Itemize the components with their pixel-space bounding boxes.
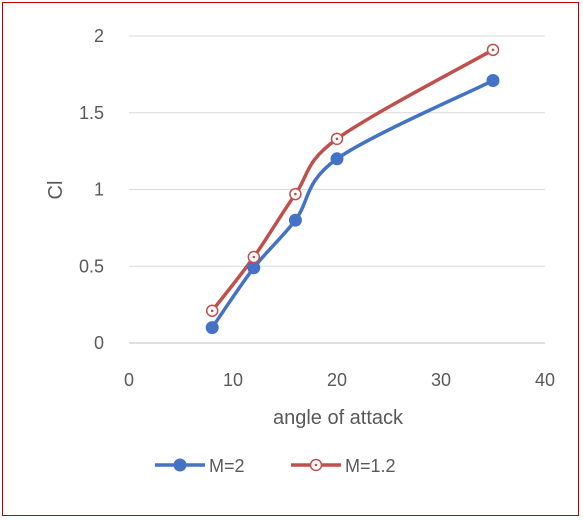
y-tick-label: 1 [94, 180, 104, 200]
series-group [205, 43, 500, 335]
x-tick-label: 0 [124, 370, 134, 390]
legend: M=2 M=1.2 [155, 456, 396, 476]
y-tick-label: 0.5 [79, 256, 104, 276]
x-tick-label: 20 [327, 370, 347, 390]
data-point-series-1 [288, 213, 302, 227]
x-tick-label: 30 [431, 370, 451, 390]
data-point-series-1 [247, 261, 261, 275]
y-tick-label: 0 [94, 333, 104, 353]
x-tick-labels: 0 10 20 30 40 [124, 370, 555, 390]
chart-frame [2, 2, 579, 516]
data-point-series-2 [247, 250, 261, 264]
legend-marker [173, 458, 187, 472]
data-point-series-1 [330, 152, 344, 166]
x-tick-label: 40 [535, 370, 555, 390]
data-point-series-1 [486, 74, 500, 88]
y-tick-label: 1.5 [79, 103, 104, 123]
data-point-series-2 [289, 187, 302, 201]
data-point-series-2 [205, 304, 219, 318]
data-point-series-2 [486, 43, 500, 57]
series-line-2 [210, 48, 495, 313]
gridlines [129, 35, 545, 344]
y-tick-label: 2 [94, 26, 104, 46]
data-point-series-2 [330, 132, 344, 146]
legend-label: M=2 [209, 456, 245, 476]
legend-label: M=1.2 [345, 456, 396, 476]
x-axis-title: angle of attack [273, 407, 404, 429]
x-tick-label: 10 [223, 370, 243, 390]
series-line-1 [210, 78, 495, 330]
legend-marker [309, 458, 323, 472]
y-tick-labels: 0 0.5 1 1.5 2 [79, 26, 104, 353]
data-point-series-1 [205, 321, 219, 335]
y-axis-title: Cl [45, 181, 67, 200]
